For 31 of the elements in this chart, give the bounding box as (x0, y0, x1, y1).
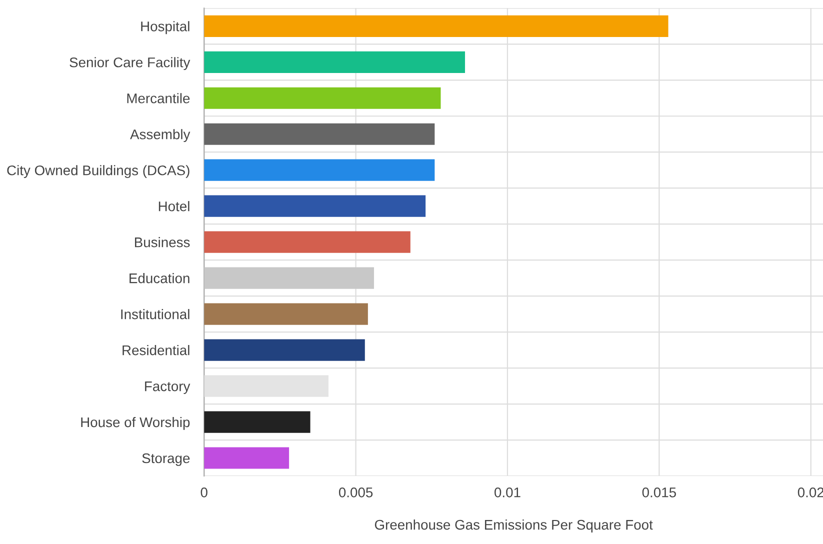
y-tick-label: Hotel (158, 201, 190, 212)
y-tick-label: House of Worship (81, 416, 190, 430)
x-tick-label: 0.01 (494, 487, 520, 498)
bar (204, 303, 368, 325)
y-tick-label: Education (130, 273, 190, 284)
bar (204, 195, 426, 217)
y-tick-label: Storage (142, 453, 190, 466)
y-tick-label: Assembly (130, 129, 190, 142)
bar (204, 411, 310, 433)
bar (204, 231, 410, 253)
x-tick-label: 0.005 (338, 487, 373, 498)
y-tick-label: Residential (122, 345, 190, 356)
y-tick-label: Institutional (121, 309, 190, 320)
y-tick-label: City Owned Buildings (DCAS) (7, 165, 190, 178)
bar (204, 87, 441, 109)
y-tick-label: Mercantile (127, 93, 190, 104)
bar (204, 339, 365, 361)
y-tick-label: Senior Care Facility (70, 57, 190, 70)
bar (204, 375, 328, 397)
bar (204, 159, 435, 181)
y-tick-label: Hospital (141, 21, 190, 34)
y-tick-label: Business (135, 237, 190, 248)
x-axis-title: Greenhouse Gas Emissions Per Square Foot (374, 520, 653, 532)
bar (204, 447, 290, 469)
bar (204, 267, 374, 289)
x-tick-label: 0 (200, 487, 208, 498)
y-tick-label: Factory (145, 382, 190, 394)
x-tick-label: 0.015 (642, 487, 676, 498)
bar (204, 123, 435, 145)
bar (204, 51, 466, 73)
bar (204, 15, 668, 37)
